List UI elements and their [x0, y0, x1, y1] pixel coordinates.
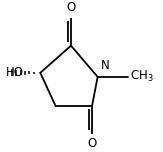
Text: HO: HO — [6, 66, 24, 79]
Text: O: O — [66, 1, 76, 14]
Text: O: O — [87, 137, 97, 150]
Text: N: N — [101, 59, 110, 72]
Text: CH$_3$: CH$_3$ — [130, 69, 154, 84]
